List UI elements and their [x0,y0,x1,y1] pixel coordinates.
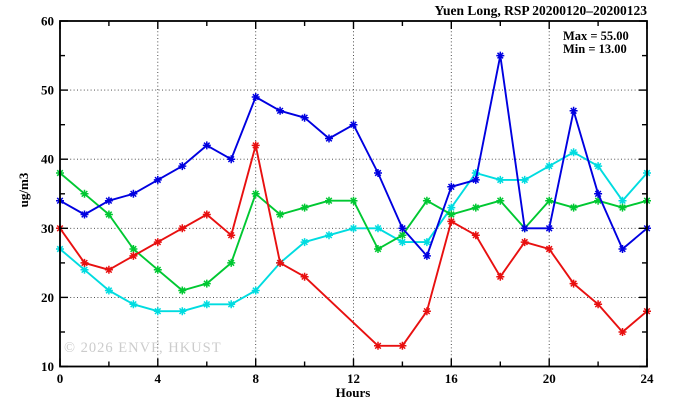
gridlines [60,21,647,367]
x-tick-label: 12 [347,371,360,386]
y-tick-label: 30 [41,221,54,236]
axis-ticks [59,20,648,368]
y-tick-label: 40 [41,152,54,167]
y-tick-label: 20 [41,290,54,305]
x-tick-label: 20 [543,371,556,386]
y-axis-label: ug/m3 [16,172,31,207]
y-tick-label: 60 [41,14,54,29]
y-tick-label: 50 [41,83,54,98]
legend-max-label: Max = 55.00 [563,29,629,43]
chart-title: Yuen Long, RSP 20200120–20200123 [434,3,647,18]
x-tick-label: 4 [155,371,162,386]
legend-min-label: Min = 13.00 [563,42,627,56]
y-tick-label: 10 [41,359,54,374]
watermark: © 2026 ENVF, HKUST [64,340,222,356]
x-tick-label: 24 [641,371,655,386]
x-tick-label: 16 [445,371,459,386]
x-axis-label: Hours [336,385,371,400]
axis-tick-labels: 0 4 8 12 16 20 24 10 20 30 40 50 60 [41,14,654,387]
x-tick-label: 0 [57,371,64,386]
x-tick-label: 8 [252,371,259,386]
